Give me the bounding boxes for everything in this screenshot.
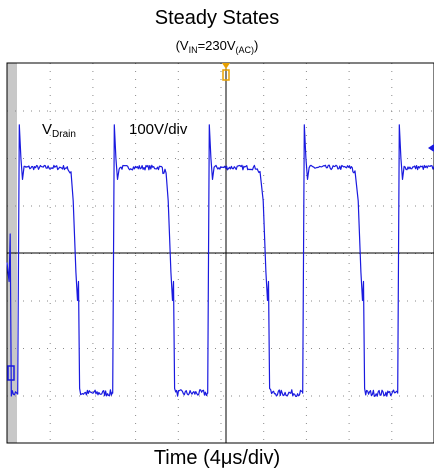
- volts-per-div-label: 100V/div: [129, 121, 188, 138]
- trigger-marker: [222, 63, 230, 81]
- trace-level-marker: [428, 144, 434, 152]
- x-axis-label: Time (4μs/div): [153, 447, 281, 469]
- channel-label: VDrain: [42, 121, 76, 140]
- chart-title: Steady States: [154, 7, 280, 29]
- ground-marker: [7, 365, 15, 381]
- chart-subtitle: (VIN=230V(AC)): [175, 38, 259, 55]
- drain-voltage-trace: [6, 124, 434, 397]
